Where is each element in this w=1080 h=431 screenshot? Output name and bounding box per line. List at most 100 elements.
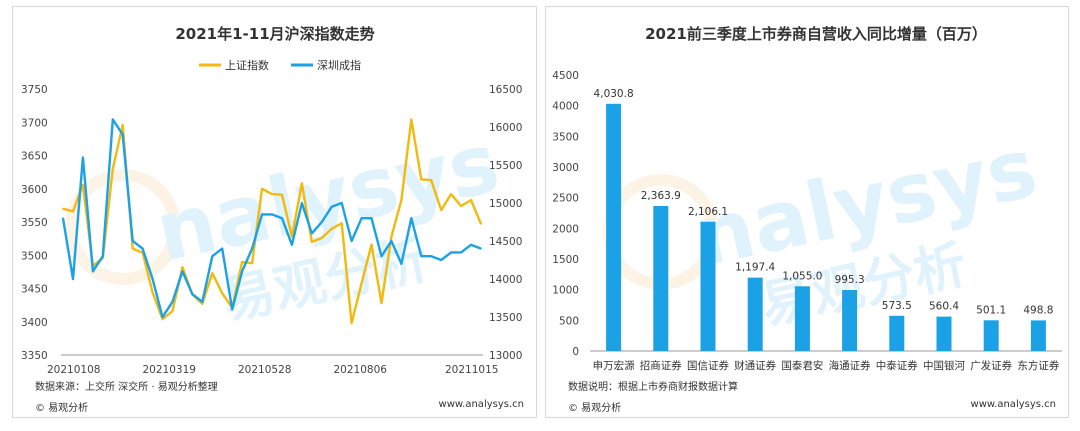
bar-value-label-6: 573.5	[882, 300, 912, 312]
x-category-0: 申万宏源	[593, 359, 635, 372]
data-point	[430, 255, 433, 257]
series-points-1	[62, 118, 482, 318]
data-point	[82, 184, 84, 186]
bar-1	[653, 206, 669, 351]
x-tick-4: 20211015	[445, 364, 498, 376]
left-chart-panel: nalysys 易观分析 2021年1-11月沪深指数走势 上证指数 深圳成指 3350 3…	[12, 6, 537, 418]
bar-value-label-0: 4,030.8	[594, 88, 634, 100]
data-point	[201, 303, 204, 305]
left-y-tick-1: 3400	[21, 317, 48, 329]
data-point	[211, 272, 214, 275]
left-y-tick-0: 3350	[21, 350, 48, 362]
data-point	[261, 213, 263, 216]
data-point	[440, 209, 443, 211]
data-point	[400, 199, 403, 201]
data-point	[360, 217, 363, 219]
x-category-4: 国泰君安	[781, 359, 823, 372]
bar-value-label-2: 2,106.1	[688, 206, 728, 218]
bar-2	[700, 221, 716, 351]
legend-label-0: 上证指数	[225, 58, 269, 72]
data-point	[340, 222, 343, 225]
data-point	[251, 247, 253, 250]
bar-0	[606, 103, 622, 351]
y-tick-7: 3500	[552, 131, 579, 143]
data-point	[102, 255, 104, 257]
left-y-tick-6: 3650	[21, 151, 48, 163]
left-y-tick-4: 3550	[21, 217, 48, 229]
left-y-tick-7: 3700	[21, 117, 48, 129]
data-point	[410, 217, 413, 219]
bar-value-label-1: 2,363.9	[641, 190, 681, 202]
left-y-tick-8: 3750	[21, 84, 48, 96]
bar-value-label-7: 560.4	[929, 301, 959, 313]
right-y-tick-0: 13000	[489, 350, 522, 362]
left-y-tick-2: 3450	[21, 284, 48, 296]
x-category-8: 广发证券	[970, 359, 1012, 372]
x-category-3: 财通证券	[734, 359, 776, 372]
data-point	[82, 156, 84, 159]
bar-3	[747, 277, 763, 351]
left-source-note: 数据来源：上交所 深交所 · 易观分析整理	[35, 382, 218, 393]
data-point	[390, 240, 393, 242]
data-point	[241, 261, 243, 263]
x-category-5: 海通证券	[829, 359, 871, 372]
right-y-tick-7: 16500	[489, 84, 522, 96]
data-point	[161, 316, 164, 318]
data-point	[480, 223, 482, 225]
bar-7	[936, 316, 952, 351]
data-point	[470, 199, 472, 201]
y-tick-2: 1000	[552, 285, 579, 297]
data-point	[151, 278, 154, 280]
data-point	[380, 255, 383, 257]
data-point	[301, 202, 303, 204]
right-y-tick-4: 15000	[489, 198, 522, 210]
data-point	[72, 278, 74, 280]
data-point	[121, 124, 124, 126]
x-category-7: 中国银河	[923, 359, 965, 372]
bar-6	[889, 315, 905, 351]
data-point	[191, 293, 194, 296]
y-tick-5: 2500	[552, 193, 579, 205]
x-category-6: 中泰证券	[876, 359, 918, 372]
x-tick-2: 20210528	[238, 364, 291, 376]
data-point	[380, 302, 383, 304]
data-point	[430, 179, 433, 181]
data-point	[92, 270, 94, 273]
right-y-tick-6: 16000	[489, 122, 522, 134]
data-point	[291, 244, 293, 246]
data-point	[131, 247, 134, 250]
y-tick-3: 1500	[552, 254, 579, 266]
x-tick-0: 20210108	[47, 364, 100, 376]
data-point	[460, 251, 462, 254]
data-point	[131, 240, 134, 242]
data-point	[311, 232, 313, 235]
right-chart-panel: nalysys 易观分析 2021前三季度上市券商自营收入同比增量（百万） 0 500 1…	[545, 6, 1069, 418]
bar-value-label-8: 501.1	[976, 304, 1006, 316]
bar-value-label-9: 498.8	[1023, 304, 1053, 316]
watermark-logo-ring	[65, 169, 181, 285]
legend-label-1: 深圳成指	[317, 58, 361, 72]
left-y-tick-3: 3500	[21, 250, 48, 262]
data-point	[121, 133, 124, 136]
data-point	[470, 244, 472, 246]
data-point	[231, 308, 233, 311]
data-point	[271, 213, 273, 216]
data-point	[420, 255, 423, 257]
series-points-0	[62, 118, 482, 324]
data-point	[62, 217, 64, 219]
chart-title: 2021年1-11月沪深指数走势	[175, 25, 374, 43]
data-point	[390, 235, 393, 238]
data-point	[211, 255, 214, 257]
data-point	[330, 227, 333, 230]
right-y-tick-2: 14000	[489, 274, 522, 286]
y-tick-9: 4500	[552, 70, 579, 82]
y-tick-4: 2000	[552, 223, 579, 235]
data-point	[281, 217, 283, 219]
data-point	[151, 291, 154, 294]
bar-4	[794, 286, 810, 351]
data-point	[350, 322, 353, 324]
data-point	[171, 310, 174, 312]
bar-value-label-3: 1,197.4	[735, 262, 775, 274]
data-point	[281, 193, 283, 196]
